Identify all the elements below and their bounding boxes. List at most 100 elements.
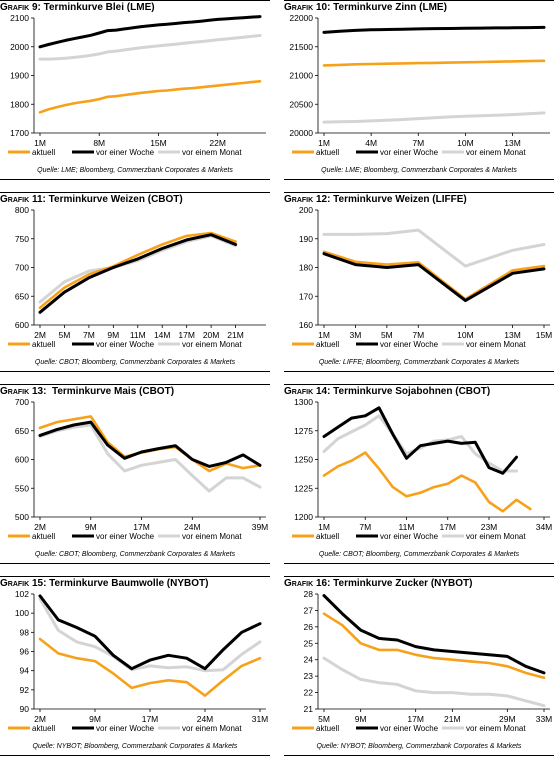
panel-top-rule [0,192,270,193]
x-tick-label: 24M [184,522,201,532]
line-chart: 500 550 600 650 700 2M 9M 17M 24M 39M aktuell vor e… [8,397,268,541]
y-tick-label: 1300 [294,397,313,407]
chart-source-note: Quelle: CBOT; Bloomberg, Commerzbank Cor… [318,551,520,558]
chart-title: Grafik 13: Terminkurve Mais (CBOT) [0,386,174,397]
chart-title: Grafik 16: Terminkurve Zucker (NYBOT) [284,578,472,589]
series-line-monat [322,228,546,268]
series-line-aktuell [322,451,532,513]
chart-title-text: Terminkurve Weizen (CBOT) [45,194,183,205]
x-tick-label: 13M [504,330,521,340]
x-tick-label: 15M [150,138,167,148]
legend-label-woche: vor einer Woche [96,532,155,541]
x-tick-label: 9M [85,522,97,532]
series-line-woche [322,252,546,303]
x-tick-label: 4M [365,138,377,148]
chart-title: Grafik 12: Terminkurve Weizen (LIFFE) [284,194,467,205]
x-tick-label: 5M [318,714,330,724]
chart-source-note: Quelle: CBOT; Bloomberg, Commerzbank Cor… [34,359,236,366]
x-tick-label: 15M [536,330,553,340]
chart-title-text: Terminkurve Blei (LME) [40,2,155,13]
legend-label-woche: vor einer Woche [96,148,155,157]
x-tick-label: 5M [381,330,393,340]
line-chart: 21 22 23 24 25 26 27 28 5M 9M 17M 21M 29M 33M aktuell v… [292,589,553,733]
series-line-monat [38,234,238,304]
chart-title-prefix: Grafik 10: [284,2,331,13]
panel-bottom-rule [284,563,554,564]
y-tick-label: 650 [15,426,29,436]
panel-top-rule [284,0,554,1]
y-tick-label: 1225 [294,483,313,493]
y-tick-label: 700 [15,397,29,407]
x-tick-label: 1M [318,330,330,340]
legend-label-aktuell: aktuell [32,532,55,541]
y-tick-label: 700 [15,263,29,273]
panel-top-rule [0,0,270,1]
panel-bottom-rule [284,755,554,756]
panel-top-rule [284,576,554,577]
y-tick-label: 600 [15,455,29,465]
chart-panel: Grafik 14: Terminkurve Sojabohnen (CBOT)… [284,384,554,571]
legend-label-aktuell: aktuell [316,340,339,349]
legend-label-aktuell: aktuell [32,340,55,349]
series-line-aktuell [322,59,546,67]
chart-title: Grafik 9: Terminkurve Blei (LME) [0,2,155,13]
y-tick-label: 100 [15,608,29,618]
series-line-monat [38,423,262,493]
chart-panel: Grafik 15: Terminkurve Baumwolle (NYBOT)… [0,576,270,763]
line-chart: 1700 1800 1900 2000 2100 1M 8M 15M 22M aktuell vor… [8,13,266,157]
y-tick-label: 28 [304,589,314,599]
y-tick-label: 98 [20,627,30,637]
y-tick-label: 2000 [10,42,29,52]
y-tick-label: 1700 [10,128,29,138]
line-chart: 90 92 94 96 98 100 102 2M 9M 17M 24M 31M aktuell vor … [8,589,268,733]
chart-title: Grafik 14: Terminkurve Sojabohnen (CBOT) [284,386,490,397]
series-line-monat [38,597,262,673]
x-tick-label: 17M [439,522,456,532]
series-line-aktuell [38,80,262,114]
chart-title-text: Terminkurve Mais (CBOT) [46,386,175,397]
x-tick-label: 20M [203,330,220,340]
y-tick-label: 21000 [289,71,313,81]
y-tick-label: 1900 [10,71,29,81]
panel-top-rule [284,192,554,193]
y-tick-label: 180 [299,263,313,273]
series-line-woche [322,594,546,675]
x-tick-label: 7M [83,330,95,340]
y-tick-label: 550 [15,483,29,493]
y-tick-label: 200 [299,205,313,215]
y-tick-label: 750 [15,234,29,244]
line-chart: 20000 20500 21000 21500 22000 1M 4M 7M 10M 13M akt… [289,13,550,157]
y-tick-label: 22000 [289,13,313,23]
x-tick-label: 5M [59,330,71,340]
x-tick-label: 33M [536,714,553,724]
series-line-monat [322,111,546,124]
series-line-aktuell [38,637,262,697]
x-tick-label: 1M [318,522,330,532]
series-line-monat [38,34,262,61]
legend-label-aktuell: aktuell [316,148,339,157]
legend-label-aktuell: aktuell [316,532,339,541]
y-tick-label: 22 [304,688,314,698]
panel-top-rule [0,384,270,385]
legend-label-woche: vor einer Woche [96,340,155,349]
y-tick-label: 160 [299,320,313,330]
y-tick-label: 102 [15,589,29,599]
legend-label-woche: vor einer Woche [380,724,439,733]
y-tick-label: 92 [20,685,30,695]
y-tick-label: 1800 [10,99,29,109]
panel-bottom-rule [0,371,270,372]
x-tick-label: 23M [481,522,498,532]
x-tick-label: 9M [89,714,101,724]
y-tick-label: 500 [15,512,29,522]
chart-source-note: Quelle: LME; Bloomberg, Commerzbank Corp… [321,167,517,174]
x-tick-label: 21M [227,330,244,340]
series-line-aktuell [322,612,546,680]
panel-bottom-rule [0,563,270,564]
legend-label-woche: vor einer Woche [96,724,155,733]
x-tick-label: 7M [412,330,424,340]
y-tick-label: 25 [304,638,314,648]
chart-title: Grafik 10: Terminkurve Zinn (LME) [284,2,447,13]
legend-label-monat: vor einem Monat [182,532,242,541]
chart-panel: Grafik 10: Terminkurve Zinn (LME) 20000 20… [284,0,554,187]
x-tick-label: 17M [178,330,195,340]
